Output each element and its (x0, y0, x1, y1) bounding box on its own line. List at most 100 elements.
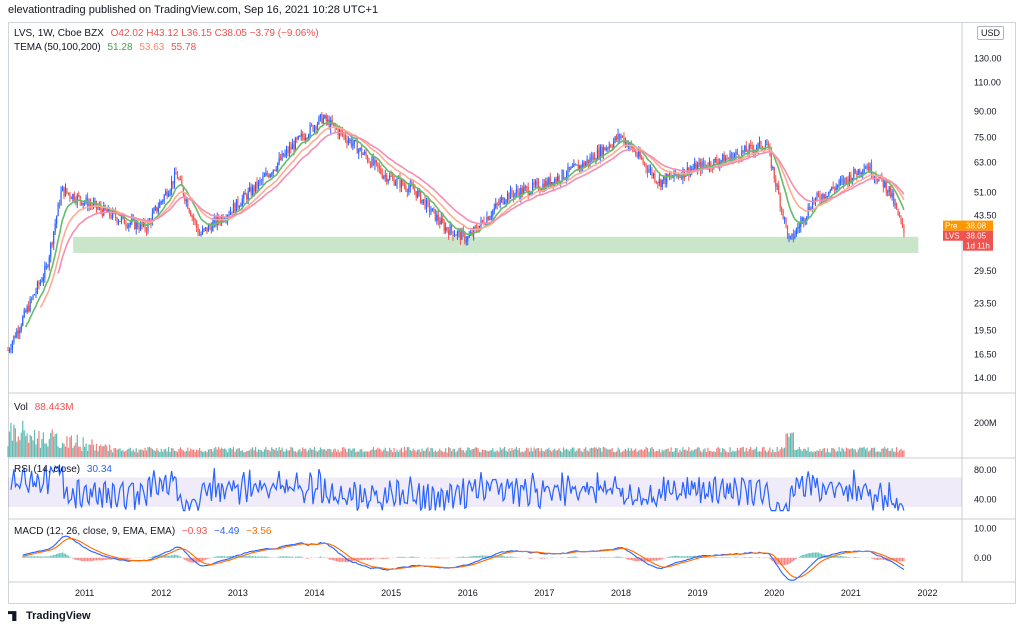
candle-body (605, 148, 607, 151)
macd-histogram-bar (166, 555, 168, 558)
volume-bar (657, 450, 659, 457)
macd-histogram-bar (459, 557, 461, 558)
volume-bar (293, 450, 295, 457)
volume-bar (238, 448, 240, 457)
volume-bar (735, 451, 737, 457)
candle-body (853, 169, 855, 178)
macd-histogram-bar (216, 556, 218, 558)
volume-bar (148, 446, 151, 457)
volume-bar (54, 434, 56, 457)
candle-body (778, 185, 780, 195)
candle-body (733, 154, 736, 157)
macd-histogram-bar (380, 557, 382, 559)
candle-body (552, 182, 554, 186)
volume-bar (739, 447, 741, 457)
volume-bar (773, 452, 775, 457)
candle-body (309, 125, 311, 136)
volume-bar (343, 447, 345, 457)
support-zone (73, 236, 919, 253)
volume-bar (120, 450, 123, 457)
tradingview-footer[interactable]: TradingView (8, 610, 91, 622)
candle-body (106, 209, 108, 213)
candle-body (63, 186, 65, 197)
macd-histogram-bar (50, 555, 52, 558)
volume-bar (753, 449, 755, 457)
candle-body (79, 196, 81, 201)
macd-histogram-bar (201, 557, 204, 562)
volume-bar (235, 449, 238, 457)
volume-bar (673, 451, 675, 457)
macd-histogram-bar (649, 557, 652, 561)
volume-bar (198, 448, 201, 457)
candle-body (620, 135, 622, 139)
volume-bar (116, 449, 118, 457)
macd-histogram-bar (638, 557, 640, 562)
candle-body (389, 175, 391, 180)
volume-bar (8, 431, 11, 457)
volume-bar (608, 449, 610, 457)
volume-bar (364, 451, 366, 457)
volume-bar (53, 436, 55, 457)
candle-body (22, 316, 24, 326)
volume-bar (741, 447, 743, 457)
volume-bar (873, 447, 876, 457)
volume-bar (78, 446, 80, 457)
volume-bar (499, 447, 501, 457)
volume-bar (586, 450, 588, 457)
volume-bar (58, 447, 61, 457)
volume-bar (113, 447, 115, 457)
macd-histogram-bar (126, 557, 128, 559)
volume-bar (288, 450, 291, 457)
volume-bar (872, 448, 874, 457)
volume-bar (132, 449, 134, 457)
volume-bar (128, 448, 130, 457)
volume-bar (615, 451, 618, 457)
candle-body (235, 199, 238, 212)
candle-body (508, 193, 510, 200)
volume-bar (841, 447, 843, 457)
macd-histogram-bar (655, 557, 657, 561)
candle-body (439, 221, 441, 225)
volume-bar (45, 443, 47, 457)
candle-body (791, 233, 793, 237)
macd-histogram-bar (893, 557, 895, 561)
macd-histogram-bar (106, 557, 108, 560)
currency-badge[interactable]: USD (976, 26, 1004, 40)
candle-body (179, 179, 182, 181)
candle-body (649, 169, 652, 171)
candle-body (47, 265, 49, 267)
volume-bar (750, 447, 752, 457)
macd-histogram-bar (682, 555, 684, 558)
candle-body (430, 211, 432, 213)
candle-body (809, 206, 811, 211)
candle-body (434, 209, 436, 221)
time-tick-9: 2020 (764, 588, 784, 598)
candle-body (147, 221, 149, 231)
volume-bar (232, 447, 235, 457)
volume-bar (817, 451, 820, 457)
macd-histogram-bar (200, 557, 202, 562)
volume-bar (16, 441, 18, 457)
candle-body (119, 221, 121, 223)
macd-histogram-bar (25, 556, 27, 558)
volume-bar (524, 450, 526, 457)
macd-histogram-bar (876, 557, 879, 561)
candle-body (61, 186, 64, 192)
candle-body (856, 173, 858, 176)
candle-body (16, 330, 18, 338)
candle-body (512, 194, 515, 198)
candle-body (144, 221, 146, 230)
macd-histogram-bar (278, 556, 280, 558)
candle-body (495, 203, 497, 208)
volume-bar (374, 450, 376, 457)
volume-bar (530, 447, 532, 457)
candle-body (537, 181, 540, 190)
candle-body (691, 168, 693, 170)
volume-bar (151, 448, 154, 457)
volume-bar (173, 450, 176, 457)
macd-histogram-bar (781, 557, 783, 566)
time-tick-3: 2014 (304, 588, 324, 598)
price-tick-8: 23.50 (974, 299, 997, 309)
candle-body (593, 154, 596, 161)
